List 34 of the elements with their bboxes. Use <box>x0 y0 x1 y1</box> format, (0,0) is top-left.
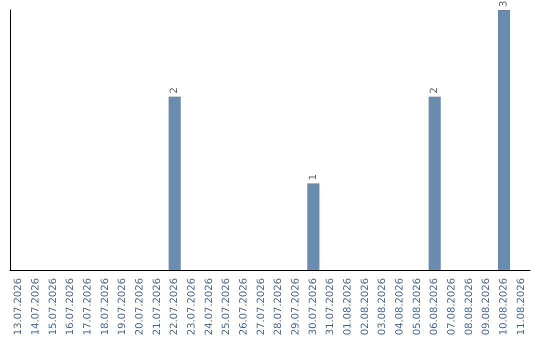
x-tick-label: 16.07.2026 <box>65 278 76 336</box>
x-tick-label: 06.08.2026 <box>429 278 440 336</box>
x-tick-label: 18.07.2026 <box>100 278 111 336</box>
x-tick-label: 14.07.2026 <box>30 278 42 336</box>
x-tick-label: 24.07.2026 <box>204 278 215 336</box>
x-tick-label: 04.08.2026 <box>394 278 406 336</box>
x-tick-label: 07.08.2026 <box>446 278 458 336</box>
x-tick-label: 03.08.2026 <box>377 278 388 336</box>
x-tick-label: 10.08.2026 <box>498 278 510 336</box>
x-tick-label: 19.07.2026 <box>117 278 128 336</box>
x-tick-label: 01.08.2026 <box>342 278 354 336</box>
x-tick-label: 28.07.2026 <box>273 278 284 336</box>
x-tick-label: 05.08.2026 <box>412 278 423 336</box>
x-tick-label: 20.07.2026 <box>134 278 146 336</box>
data-label: 2 <box>429 87 440 94</box>
x-tick-label: 21.07.2026 <box>152 278 163 336</box>
x-tick-label: 11.08.2026 <box>516 278 527 336</box>
x-tick-label: 25.07.2026 <box>221 278 232 336</box>
x-tick-label: 08.08.2026 <box>464 278 475 336</box>
data-label: 2 <box>169 87 180 94</box>
data-label: 3 <box>498 0 510 7</box>
data-label: 1 <box>308 174 319 180</box>
x-tick-label: 27.07.2026 <box>256 278 267 336</box>
x-tick-label: 31.07.2026 <box>325 278 336 336</box>
x-tick-label: 02.08.2026 <box>360 278 371 336</box>
x-tick-label: 09.08.2026 <box>481 278 492 336</box>
x-tick-label: 17.07.2026 <box>82 278 94 336</box>
x-tick-label: 13.07.2026 <box>13 278 24 336</box>
x-tick-label: 15.07.2026 <box>48 278 59 336</box>
x-tick-label: 26.07.2026 <box>238 278 250 336</box>
x-tick-label: 22.07.2026 <box>169 278 180 336</box>
x-tick-label: 30.07.2026 <box>308 278 319 336</box>
x-tick-label: 29.07.2026 <box>290 278 302 336</box>
x-tick-label: 23.07.2026 <box>186 278 198 336</box>
